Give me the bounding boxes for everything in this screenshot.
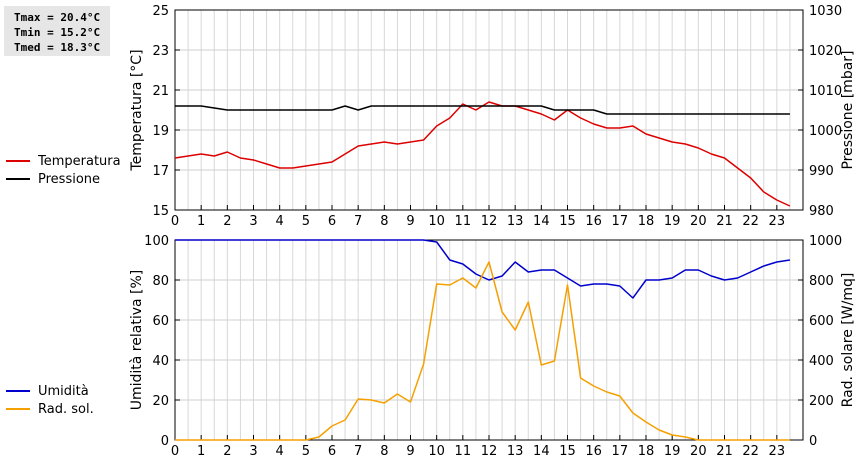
stats-box: Tmax = 20.4°C Tmin = 15.2°C Tmed = 18.3°… — [4, 6, 110, 56]
temp-pressure-y-tick-label: 25 — [152, 4, 169, 19]
temp-pressure-x-tick-label: 9 — [406, 214, 414, 229]
humidity-solar-x-tick-label: 22 — [742, 444, 759, 459]
legend-label-pressure: Pressione — [38, 172, 101, 187]
humidity-solar-x-tick-label: 3 — [249, 444, 257, 459]
humidity-solar-y2-tick-label: 800 — [809, 274, 834, 289]
humidity-solar-x-tick-label: 19 — [664, 444, 681, 459]
humidity-solar-y2-tick-label: 600 — [809, 314, 834, 329]
humidity-solar-y-tick-label: 100 — [144, 234, 169, 249]
temp-pressure-y2-tick-label: 1030 — [809, 4, 842, 19]
temp-pressure-x-tick-label: 2 — [223, 214, 231, 229]
tmin-stat: Tmin = 15.2°C — [14, 26, 101, 39]
humidity-solar-y-tick-label: 0 — [161, 434, 169, 449]
temp-pressure-x-tick-label: 4 — [276, 214, 284, 229]
humidity-solar-x-tick-label: 21 — [716, 444, 733, 459]
legend-solar: Rad. sol. — [6, 402, 94, 417]
humidity-solar-x-tick-label: 16 — [585, 444, 602, 459]
temp-pressure-y-axis-title: Temperatura [°C] — [129, 49, 145, 171]
humidity-solar-x-tick-label: 5 — [302, 444, 310, 459]
legend-pressure: Pressione — [6, 172, 100, 187]
temp-pressure-y-tick-label: 17 — [152, 164, 169, 179]
legend-label-temperature: Temperatura — [38, 154, 121, 169]
temp-pressure-x-tick-label: 0 — [171, 214, 179, 229]
humidity-solar-x-tick-label: 4 — [276, 444, 284, 459]
legend-label-humidity: Umidità — [38, 384, 89, 399]
legend-label-solar: Rad. sol. — [38, 402, 94, 417]
tmed-stat: Tmed = 18.3°C — [14, 41, 101, 54]
humidity-solar-x-tick-label: 14 — [533, 444, 550, 459]
legend-temperature: Temperatura — [6, 154, 121, 169]
humidity-solar-y-axis-title: Umidità relativa [%] — [129, 270, 145, 411]
humidity-solar-y2-tick-label: 0 — [809, 434, 817, 449]
temp-pressure-y-tick-label: 23 — [152, 44, 169, 59]
series-line-temperatura — [174, 101, 791, 207]
temp-pressure-x-tick-label: 19 — [664, 214, 681, 229]
humidity-solar-x-tick-label: 23 — [769, 444, 786, 459]
humidity-solar-x-tick-label: 7 — [354, 444, 362, 459]
humidity-solar-x-tick-label: 1 — [197, 444, 205, 459]
humidity-solar-y2-tick-label: 1000 — [809, 234, 842, 249]
series-line-umidit — [175, 239, 791, 299]
temp-pressure-y2-tick-label: 1010 — [809, 84, 842, 99]
temp-pressure-x-tick-label: 12 — [481, 214, 498, 229]
legend-swatch-pressure — [6, 177, 30, 180]
temp-pressure-x-tick-label: 23 — [769, 214, 786, 229]
humidity-solar-x-tick-label: 6 — [328, 444, 336, 459]
temp-pressure-x-tick-label: 18 — [638, 214, 655, 229]
legend-swatch-solar — [6, 407, 30, 410]
temp-pressure-x-tick-label: 14 — [533, 214, 550, 229]
humidity-solar-y2-axis-title: Rad. solare [W/mq] — [840, 273, 856, 408]
humidity-solar-x-tick-label: 20 — [690, 444, 707, 459]
humidity-solar-x-tick-label: 10 — [428, 444, 445, 459]
humidity-solar-x-tick-label: 8 — [380, 444, 388, 459]
temp-pressure-x-tick-label: 16 — [585, 214, 602, 229]
temp-pressure-x-tick-label: 13 — [507, 214, 524, 229]
temp-pressure-y2-tick-label: 990 — [809, 164, 834, 179]
temp-pressure-y2-axis-title: Pressione [mbar] — [840, 50, 856, 169]
legend-swatch-temperature — [6, 159, 30, 162]
humidity-solar-y-tick-label: 20 — [152, 394, 169, 409]
humidity-solar-x-tick-label: 11 — [455, 444, 472, 459]
series-line-rad-sol — [175, 261, 790, 441]
temp-pressure-x-tick-label: 10 — [428, 214, 445, 229]
tmax-stat: Tmax = 20.4°C — [14, 11, 101, 24]
humidity-solar-x-tick-label: 2 — [223, 444, 231, 459]
temp-pressure-x-tick-label: 22 — [742, 214, 759, 229]
humidity-solar-y-tick-label: 40 — [152, 354, 169, 369]
temp-pressure-x-tick-label: 1 — [197, 214, 205, 229]
humidity-solar-x-tick-label: 9 — [406, 444, 414, 459]
humidity-solar-x-tick-label: 13 — [507, 444, 524, 459]
temp-pressure-x-tick-label: 17 — [612, 214, 629, 229]
humidity-solar-x-tick-label: 12 — [481, 444, 498, 459]
legend-swatch-humidity — [6, 389, 30, 392]
humidity-solar-x-tick-label: 17 — [612, 444, 629, 459]
humidity-solar-y-tick-label: 80 — [152, 274, 169, 289]
legend-humidity: Umidità — [6, 384, 89, 399]
series-line-pressione — [175, 105, 790, 115]
temp-pressure-y2-tick-label: 980 — [809, 204, 834, 219]
humidity-solar-y2-tick-label: 400 — [809, 354, 834, 369]
temp-pressure-x-tick-label: 8 — [380, 214, 388, 229]
temp-pressure-x-tick-label: 5 — [302, 214, 310, 229]
humidity-solar-y2-tick-label: 200 — [809, 394, 834, 409]
temp-pressure-y2-tick-label: 1000 — [809, 124, 842, 139]
temp-pressure-x-tick-label: 3 — [249, 214, 257, 229]
temp-pressure-x-tick-label: 20 — [690, 214, 707, 229]
temp-pressure-x-tick-label: 7 — [354, 214, 362, 229]
temp-pressure-y2-tick-label: 1020 — [809, 44, 842, 59]
temp-pressure-x-tick-label: 15 — [559, 214, 576, 229]
temp-pressure-y-tick-label: 21 — [152, 84, 169, 99]
humidity-solar-x-tick-label: 15 — [559, 444, 576, 459]
humidity-solar-x-tick-label: 18 — [638, 444, 655, 459]
temp-pressure-x-tick-label: 11 — [455, 214, 472, 229]
temp-pressure-x-tick-label: 21 — [716, 214, 733, 229]
temp-pressure-y-tick-label: 15 — [152, 204, 169, 219]
humidity-solar-y-tick-label: 60 — [152, 314, 169, 329]
temp-pressure-x-tick-label: 6 — [328, 214, 336, 229]
humidity-solar-x-tick-label: 0 — [171, 444, 179, 459]
temp-pressure-y-tick-label: 19 — [152, 124, 169, 139]
